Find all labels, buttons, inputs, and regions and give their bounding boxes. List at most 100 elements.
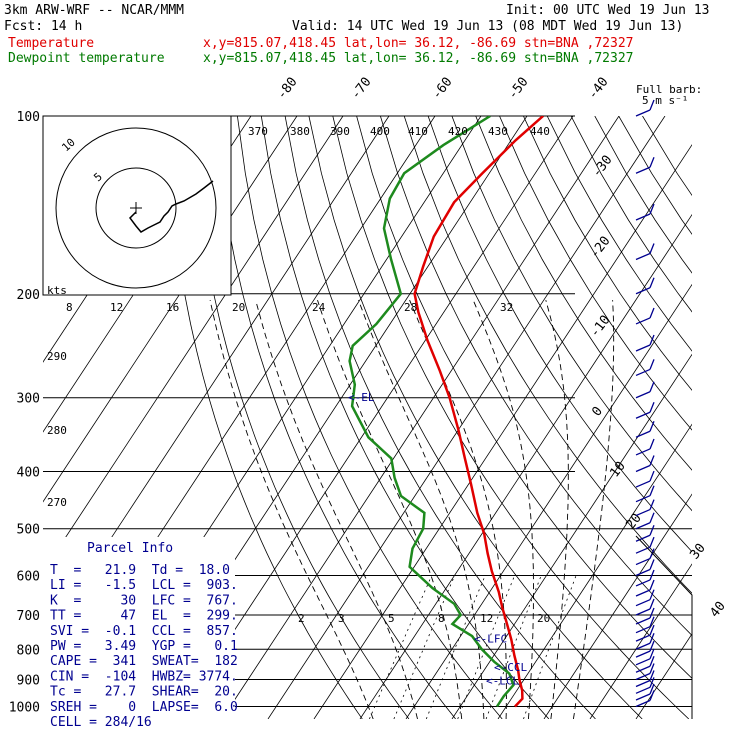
wind-barb-flag — [649, 598, 655, 610]
mixing-ratio-label: 16 — [166, 301, 179, 314]
wind-barb — [635, 421, 655, 438]
wind-barb-flag — [649, 470, 655, 482]
wind-barb — [635, 277, 655, 295]
dry-adiabat-line — [380, 116, 692, 636]
theta-label: 440 — [530, 125, 550, 138]
wind-barb-staff — [635, 508, 651, 517]
wind-barb-flag — [649, 334, 655, 346]
isotherm-label: -70 — [348, 75, 374, 103]
isotherm-line — [543, 493, 692, 719]
wind-barb-flag — [649, 677, 655, 688]
moist-adiabat-line — [573, 300, 615, 719]
parcel-info-row: K = 30 LFC = 767. — [50, 593, 238, 608]
pressure-tick-label: 700 — [17, 609, 40, 624]
moist-adiabat-line — [358, 299, 485, 719]
isotherm-label: -30 — [589, 153, 615, 181]
isotherm-line — [267, 116, 666, 719]
isotherm-line — [221, 116, 620, 719]
hodograph: 5 10 kts — [42, 115, 232, 297]
theta-left-label: 270 — [47, 496, 67, 509]
wind-barb — [635, 683, 655, 701]
wind-barb-flag — [649, 485, 655, 496]
level-marker-lfc: <-LFC — [474, 632, 507, 645]
hodograph-trace — [129, 180, 214, 233]
profiles — [348, 116, 544, 708]
wind-barb-flag — [649, 307, 655, 319]
model-title: 3km ARW-WRF -- NCAR/MMM — [4, 3, 184, 18]
mixing-ratio-label: 32 — [500, 301, 513, 314]
dry-adiabat-line — [427, 116, 692, 553]
wind-barb — [635, 670, 655, 688]
dry-adiabat-line — [165, 116, 363, 719]
wind-barb — [635, 548, 655, 566]
mixing-ratio-low-label: 5 — [388, 612, 395, 625]
theta-left-label: 280 — [47, 424, 67, 437]
dry-adiabat-line — [546, 116, 692, 352]
pressure-tick-label: 1000 — [9, 700, 40, 715]
isotherm-label: -80 — [274, 75, 300, 103]
pressure-tick-label: 100 — [17, 110, 40, 125]
dry-adiabat-line — [594, 116, 692, 274]
legend-dewpoint-label: Dewpoint temperature — [8, 51, 165, 66]
wind-barb-flag — [649, 402, 655, 413]
wind-barb-staff — [635, 672, 651, 681]
theta-left-label: 290 — [47, 350, 67, 363]
wind-barb — [635, 334, 655, 352]
isotherm-line — [497, 423, 692, 719]
wind-barb-staff — [635, 464, 651, 473]
hodograph-frame — [42, 115, 232, 296]
wind-barb-flag — [649, 156, 655, 168]
forecast-hour: Fcst: 14 h — [4, 19, 82, 34]
wind-barb-staff — [635, 480, 651, 488]
wind-barb-flag — [649, 670, 655, 681]
wind-barb-staff — [635, 557, 651, 566]
pressure-tick-label: 900 — [17, 673, 40, 688]
wind-barb-staff — [635, 693, 651, 701]
wind-barb-staff — [635, 626, 651, 634]
dry-adiabat-line — [356, 116, 692, 679]
wind-barb — [635, 203, 655, 221]
moist-adiabat-line — [209, 300, 374, 719]
wind-barb — [635, 402, 655, 419]
parcel-info-row: PW = 3.49 YGP = 0.1 — [50, 639, 238, 654]
theta-label: 380 — [290, 125, 310, 138]
dry-adiabat-line — [284, 116, 596, 719]
isotherm-label: -40 — [585, 75, 611, 103]
wind-barb-staff — [635, 665, 651, 673]
parcel-info-row: SREH = 0 LAPSE= 6.0 — [50, 700, 238, 715]
mixing-ratio-low-label: 8 — [438, 612, 445, 625]
mixing-ratio-low-label: 20 — [537, 612, 550, 625]
wind-barb-staff — [635, 109, 651, 117]
wind-barb-flag — [649, 536, 655, 548]
isotherm-line — [405, 283, 692, 719]
moist-adiabat-line — [472, 299, 534, 719]
wind-barb-staff — [635, 534, 651, 542]
parcel-info-row: Tc = 27.7 SHEAR= 20. — [50, 685, 238, 700]
moist-adiabat-line — [317, 299, 463, 719]
theta-label: 430 — [488, 125, 508, 138]
wind-barb — [635, 156, 655, 174]
dry-adiabat-line — [570, 116, 692, 313]
wind-barb-flag — [649, 690, 655, 701]
wind-barb — [635, 589, 655, 607]
dry-adiabat-line — [308, 116, 643, 719]
dry-adiabat-line — [642, 116, 692, 197]
wind-barb-staff — [635, 686, 651, 694]
legend-temperature-location: x,y=815.07,418.45 lat,lon= 36.12, -86.69… — [203, 36, 633, 51]
wind-barb-flag — [649, 499, 655, 510]
wind-barb-flag — [649, 579, 655, 591]
wind-barb-flag — [649, 525, 655, 536]
wind-barb-staff — [635, 642, 651, 650]
isotherm-line — [175, 116, 574, 719]
legend-temperature-label: Temperature — [8, 36, 94, 51]
pressure-tick-label: 800 — [17, 643, 40, 658]
pressure-tick-label: 200 — [17, 288, 40, 303]
wind-barb — [635, 663, 655, 681]
wind-barb-flag — [649, 243, 655, 254]
wind-barb-flag — [649, 616, 655, 627]
dry-adiabat-line — [260, 116, 550, 719]
barb-note-line2: 5 m s⁻¹ — [642, 94, 688, 107]
mixing-ratio-line — [425, 575, 486, 719]
wind-barb — [635, 559, 655, 577]
